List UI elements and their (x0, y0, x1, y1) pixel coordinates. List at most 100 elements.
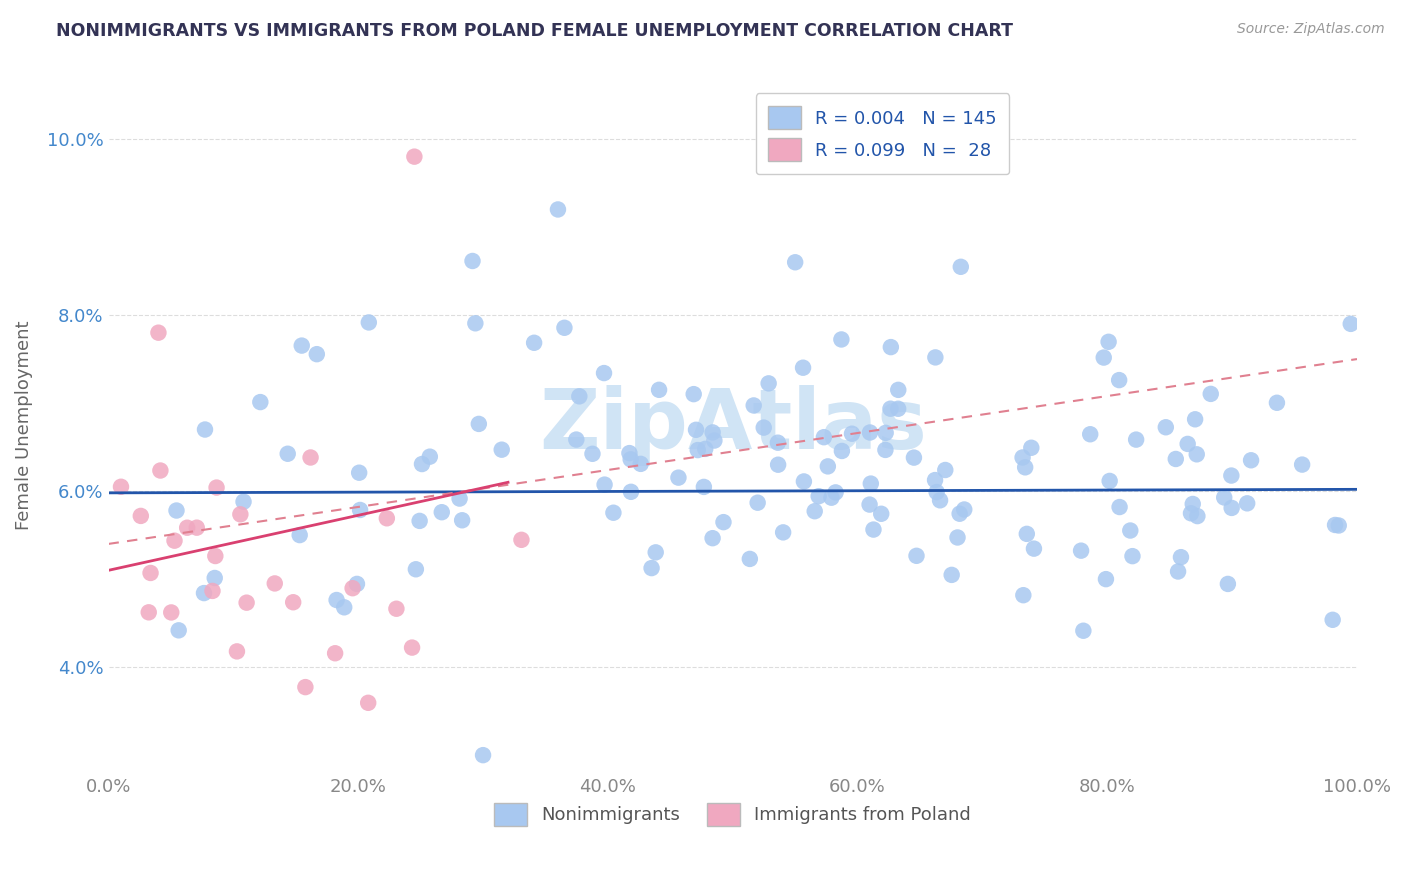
Point (929, 493, 952, 508)
Point (194, 423, 217, 437)
Point (1011, 450, 1033, 465)
Point (593, 477, 616, 491)
Point (167, 624, 190, 638)
Point (953, 502, 976, 516)
Point (1092, 351, 1115, 365)
Point (325, 593, 347, 607)
Point (1167, 565, 1189, 579)
Point (1015, 527, 1038, 541)
Point (1095, 572, 1118, 586)
Point (1119, 524, 1142, 538)
Point (752, 420, 775, 434)
Point (1098, 474, 1121, 488)
Point (1236, 496, 1258, 510)
Point (1022, 541, 1045, 556)
Point (831, 444, 853, 458)
Point (461, 254, 484, 268)
Point (1108, 373, 1130, 387)
Point (949, 507, 972, 521)
Point (742, 399, 765, 413)
Point (411, 457, 433, 471)
Legend: Nonimmigrants, Immigrants from Poland: Nonimmigrants, Immigrants from Poland (488, 796, 979, 833)
Point (138, 605, 160, 619)
Point (323, 646, 346, 660)
Point (547, 202, 569, 217)
Point (1220, 500, 1243, 515)
Point (1164, 452, 1187, 467)
Point (648, 383, 671, 397)
Point (201, 583, 224, 598)
Point (277, 447, 299, 461)
Point (620, 484, 643, 499)
Point (903, 450, 925, 465)
Point (949, 260, 972, 274)
Point (630, 457, 652, 471)
Point (229, 508, 252, 522)
Point (1180, 506, 1202, 520)
Point (160, 606, 183, 620)
Point (404, 150, 426, 164)
Point (430, 505, 453, 519)
Point (644, 545, 666, 559)
Point (176, 521, 198, 535)
Point (824, 485, 846, 500)
Text: Source: ZipAtlas.com: Source: ZipAtlas.com (1237, 22, 1385, 37)
Point (1078, 427, 1101, 442)
Point (841, 426, 863, 441)
Point (1073, 624, 1095, 638)
Point (408, 514, 430, 528)
Point (232, 494, 254, 508)
Point (491, 442, 513, 457)
Point (451, 513, 474, 527)
Point (139, 566, 162, 580)
Point (924, 351, 946, 365)
Point (593, 366, 616, 380)
Point (283, 595, 305, 609)
Point (110, 480, 132, 494)
Point (291, 338, 314, 352)
Point (619, 446, 641, 460)
Point (299, 450, 322, 465)
Point (468, 417, 491, 431)
Point (1213, 491, 1236, 505)
Point (602, 506, 624, 520)
Point (695, 442, 717, 456)
Point (288, 528, 311, 542)
Point (668, 470, 690, 484)
Point (875, 425, 897, 440)
Point (385, 601, 408, 615)
Point (620, 452, 643, 467)
Point (785, 255, 807, 269)
Text: NONIMMIGRANTS VS IMMIGRANTS FROM POLAND FEMALE UNEMPLOYMENT CORRELATION CHART: NONIMMIGRANTS VS IMMIGRANTS FROM POLAND … (56, 22, 1014, 40)
Point (249, 395, 271, 409)
Point (879, 401, 901, 416)
Point (1108, 500, 1130, 514)
Point (204, 571, 226, 585)
Point (472, 748, 495, 763)
Point (349, 503, 371, 517)
Point (1097, 334, 1119, 349)
Text: ZipAtlas: ZipAtlas (538, 384, 927, 466)
Point (565, 433, 588, 447)
Point (401, 640, 423, 655)
Point (346, 577, 368, 591)
Point (1265, 396, 1288, 410)
Point (859, 425, 882, 440)
Point (813, 430, 835, 444)
Point (772, 525, 794, 540)
Point (934, 463, 956, 477)
Point (1125, 433, 1147, 447)
Point (738, 552, 761, 566)
Point (1154, 420, 1177, 434)
Point (510, 533, 533, 547)
Point (357, 315, 380, 329)
Point (1121, 549, 1143, 563)
Point (1187, 509, 1209, 524)
Point (553, 320, 575, 334)
Point (1012, 588, 1035, 602)
Point (166, 503, 188, 517)
Point (149, 463, 172, 477)
Point (887, 383, 910, 397)
Point (703, 434, 725, 448)
Point (263, 576, 285, 591)
